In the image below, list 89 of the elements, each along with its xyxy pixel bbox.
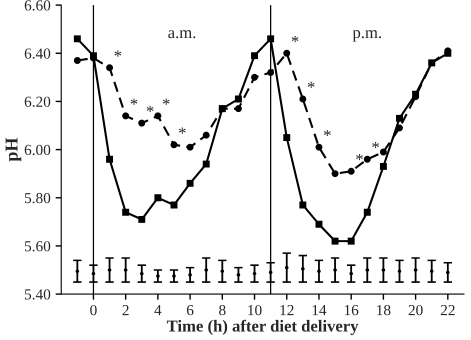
point <box>154 112 162 120</box>
point <box>446 270 450 274</box>
point <box>299 202 306 208</box>
annotation: * <box>372 142 379 148</box>
point <box>76 269 80 274</box>
point <box>428 59 436 66</box>
x-tick-label: 18 <box>377 304 390 316</box>
point <box>124 268 128 272</box>
x-tick-label: 22 <box>440 305 455 316</box>
point <box>234 96 242 102</box>
point <box>430 269 434 274</box>
point <box>283 50 290 57</box>
point <box>348 238 355 245</box>
point <box>186 180 194 187</box>
point <box>315 220 322 228</box>
y-tick-label: 6.40 <box>24 48 50 59</box>
point <box>138 120 146 127</box>
point <box>122 112 130 120</box>
annotation: * <box>356 154 363 160</box>
point <box>349 272 353 276</box>
point <box>188 273 192 277</box>
point <box>398 269 402 274</box>
point <box>333 268 337 272</box>
x-tick-label: 4 <box>154 305 162 316</box>
point <box>218 105 226 112</box>
annotation: * <box>162 98 170 105</box>
annotation: * <box>308 82 315 88</box>
point <box>332 170 339 178</box>
point <box>236 273 240 277</box>
point <box>299 96 306 102</box>
y-tick-label: 5.40 <box>24 289 50 300</box>
annotation: * <box>114 50 122 57</box>
point <box>251 52 258 60</box>
annotation: * <box>324 130 331 136</box>
annotation: * <box>146 106 154 112</box>
point <box>364 156 371 163</box>
point <box>186 144 194 151</box>
point <box>74 57 81 64</box>
x-tick-label: 14 <box>312 305 326 316</box>
point <box>380 148 387 156</box>
y-axis-title: pH <box>6 138 22 162</box>
x-tick-label: 6 <box>186 305 194 316</box>
y-tick-label: 5.80 <box>24 192 50 204</box>
x-tick-label: 2 <box>122 305 129 316</box>
annotation: * <box>178 128 186 134</box>
point <box>202 160 210 168</box>
x-tick-label: 12 <box>280 305 294 316</box>
point <box>156 274 160 278</box>
point <box>170 141 178 148</box>
point <box>252 272 256 276</box>
x-tick-label: 0 <box>90 304 97 316</box>
annotation: * <box>130 98 138 105</box>
point <box>364 208 371 216</box>
point <box>348 168 355 175</box>
point <box>172 274 176 278</box>
point <box>396 114 403 122</box>
y-tick-label: 5.60 <box>24 241 50 252</box>
point <box>396 124 403 132</box>
point <box>106 64 114 72</box>
point <box>315 144 322 151</box>
point <box>317 269 321 274</box>
point <box>382 268 386 272</box>
point <box>170 202 178 208</box>
point <box>251 74 258 81</box>
point <box>108 268 112 272</box>
point <box>414 268 418 272</box>
point <box>283 134 290 142</box>
point <box>380 162 387 170</box>
x-tick-label: 20 <box>408 304 423 316</box>
point <box>220 269 224 274</box>
point <box>74 35 81 42</box>
y-tick-label: 6.20 <box>24 96 50 107</box>
annotation: p.m. <box>352 30 381 42</box>
x-tick-label: 16 <box>344 305 358 316</box>
point <box>154 194 162 202</box>
annotation: a.m. <box>168 30 196 38</box>
y-tick-label: 6.60 <box>24 0 50 11</box>
point <box>234 105 242 112</box>
point <box>301 267 305 271</box>
point <box>138 216 146 223</box>
x-axis-title: Time (h) after diet delivery <box>166 320 358 336</box>
point <box>122 208 130 216</box>
point <box>332 238 339 245</box>
point <box>202 132 210 139</box>
x-tick-label: 10 <box>248 304 262 316</box>
annotation: * <box>292 36 298 42</box>
y-tick-label: 6.00 <box>24 144 50 156</box>
point <box>106 156 114 163</box>
x-tick-label: 8 <box>219 304 226 316</box>
